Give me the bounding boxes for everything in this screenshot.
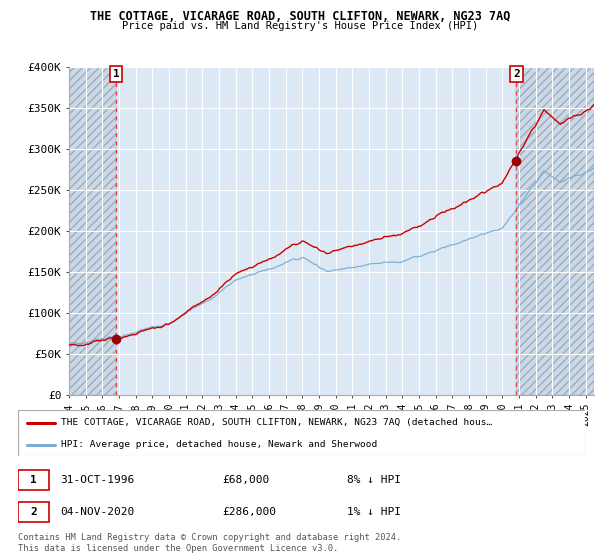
Text: 31-OCT-1996: 31-OCT-1996 [61, 475, 135, 485]
Text: 2: 2 [513, 69, 520, 79]
Text: THE COTTAGE, VICARAGE ROAD, SOUTH CLIFTON, NEWARK, NG23 7AQ (detached hous…: THE COTTAGE, VICARAGE ROAD, SOUTH CLIFTO… [61, 418, 492, 427]
Bar [517, 67, 594, 395]
FancyBboxPatch shape [18, 470, 49, 490]
Text: THE COTTAGE, VICARAGE ROAD, SOUTH CLIFTON, NEWARK, NG23 7AQ: THE COTTAGE, VICARAGE ROAD, SOUTH CLIFTO… [90, 10, 510, 23]
Text: £286,000: £286,000 [222, 507, 276, 517]
Text: 1: 1 [113, 69, 119, 79]
Text: 1: 1 [30, 475, 37, 485]
Bar [69, 67, 116, 395]
Bar [517, 67, 594, 395]
Bar [69, 67, 116, 395]
FancyBboxPatch shape [18, 502, 49, 522]
Text: 1% ↓ HPI: 1% ↓ HPI [347, 507, 401, 517]
Text: £68,000: £68,000 [222, 475, 269, 485]
Text: 2: 2 [30, 507, 37, 517]
FancyBboxPatch shape [18, 410, 585, 456]
Text: Price paid vs. HM Land Registry's House Price Index (HPI): Price paid vs. HM Land Registry's House … [122, 21, 478, 31]
Text: HPI: Average price, detached house, Newark and Sherwood: HPI: Average price, detached house, Newa… [61, 440, 377, 450]
Text: 8% ↓ HPI: 8% ↓ HPI [347, 475, 401, 485]
Text: Contains HM Land Registry data © Crown copyright and database right 2024.
This d: Contains HM Land Registry data © Crown c… [18, 533, 401, 553]
Text: 04-NOV-2020: 04-NOV-2020 [61, 507, 135, 517]
